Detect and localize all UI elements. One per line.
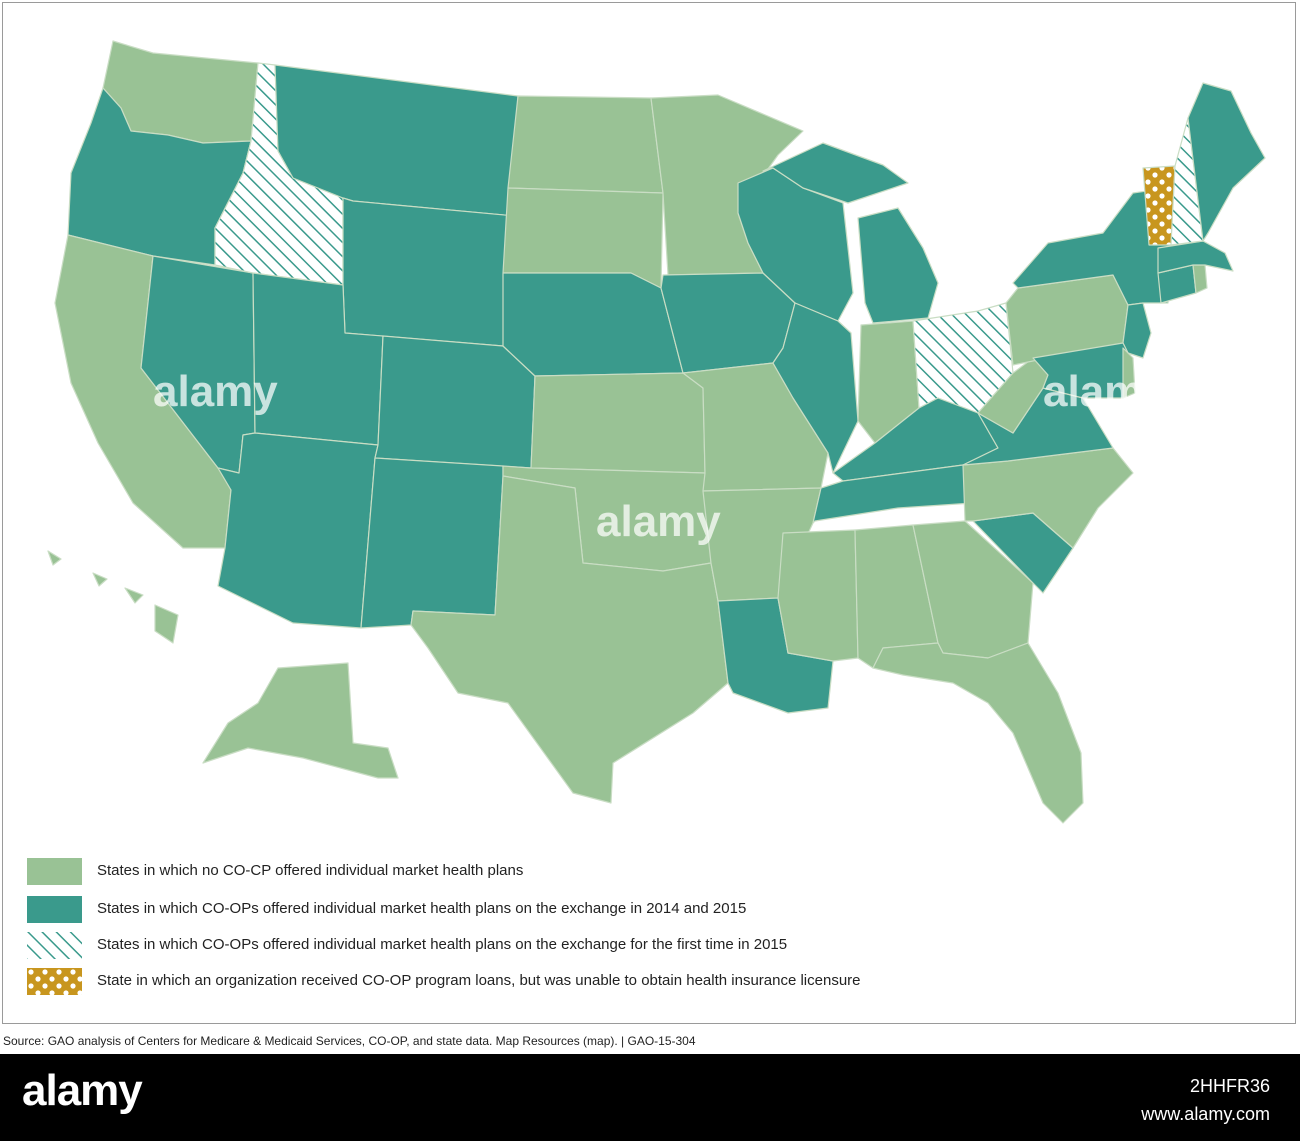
watermark-map-3: alamy	[1043, 367, 1168, 416]
watermark-bar: alamy 2HHFR36 www.alamy.com	[0, 1054, 1300, 1141]
source-note: Source: GAO analysis of Centers for Medi…	[3, 1034, 696, 1048]
state-co	[374, 335, 536, 469]
state-ma	[1157, 240, 1234, 274]
state-vt	[1142, 165, 1176, 246]
state-md	[1032, 342, 1129, 399]
legend-label-no-coop: States in which no CO-CP offered individ…	[97, 862, 524, 879]
watermark-image-id: 2HHFR36	[1189, 1076, 1270, 1096]
state-az	[217, 432, 379, 629]
state-ri	[1192, 264, 1208, 294]
state-mi	[762, 142, 939, 324]
state-nj	[1122, 302, 1152, 359]
legend-label-coop-2014-2015: States in which CO-OPs offered individua…	[97, 900, 747, 917]
state-hi	[47, 550, 179, 644]
map-frame: alamy alamy alamy	[2, 2, 1296, 1024]
legend-label-no-license: State in which an organization received …	[97, 972, 861, 989]
state-ak	[202, 662, 399, 779]
state-de	[1122, 347, 1136, 399]
legend-swatch-no-license	[27, 968, 82, 995]
state-wy	[342, 197, 516, 347]
state-tx	[410, 475, 729, 804]
watermark-map-2: alamy	[596, 497, 721, 546]
state-nm	[360, 457, 504, 629]
state-ne	[502, 272, 684, 377]
state-ks	[530, 372, 706, 474]
legend-swatch-coop-2014-2015	[27, 896, 82, 923]
legend-swatch-no-coop	[27, 858, 82, 885]
legend-label-first-time-2015: States in which CO-OPs offered individua…	[97, 936, 788, 953]
watermark-logo: alamy	[22, 1066, 143, 1115]
state-nd	[507, 95, 664, 194]
state-ms	[777, 529, 859, 662]
us-map: alamy alamy alamy	[47, 40, 1266, 824]
state-fl	[872, 642, 1084, 824]
state-ia	[660, 272, 796, 374]
state-il	[772, 302, 859, 474]
watermark-site: www.alamy.com	[1141, 1104, 1270, 1124]
watermark-map-1: alamy	[153, 367, 278, 416]
legend-swatch-first-time-2015	[27, 932, 82, 959]
state-me	[1187, 82, 1266, 242]
